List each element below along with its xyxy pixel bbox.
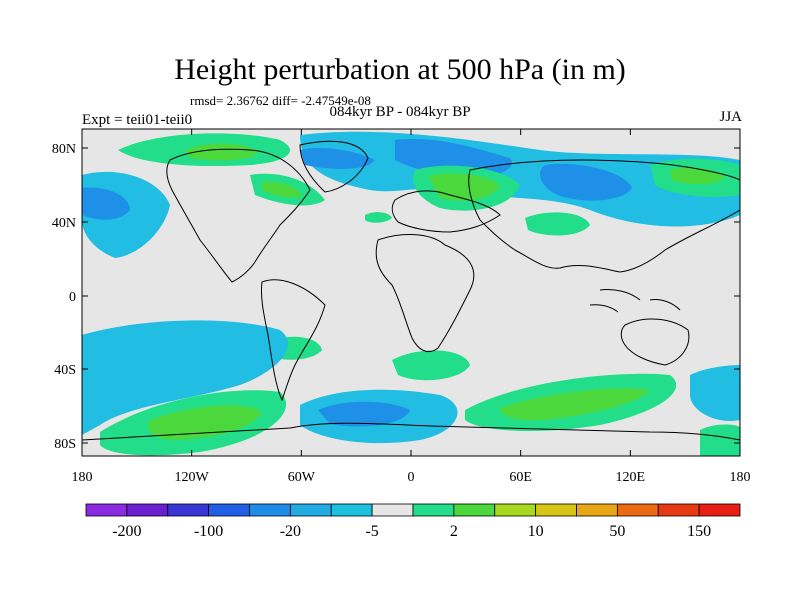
- colorbar-label: 2: [450, 523, 458, 540]
- lon-tick-label: 180: [72, 470, 93, 485]
- contour-fill: [392, 350, 470, 381]
- colorbar-swatch: [657, 503, 700, 517]
- plot-title: Height perturbation at 500 hPa (in m): [174, 53, 626, 86]
- colorbar-label: 10: [528, 523, 544, 540]
- lon-tick-label: 60E: [509, 470, 532, 485]
- season-label: JJA: [719, 109, 742, 125]
- colorbar-label: -20: [280, 523, 301, 540]
- lat-tick-label: 80S: [54, 437, 76, 452]
- contour-fills: [82, 131, 740, 456]
- coastline-antarctica: [82, 422, 740, 441]
- contour-fill: [262, 181, 302, 198]
- colorbar-swatch: [371, 503, 414, 517]
- colorbar-swatch: [412, 503, 455, 517]
- colorbar-label: 50: [609, 523, 625, 540]
- contour-fill: [82, 187, 130, 220]
- lat-tick-label: 80N: [52, 142, 76, 157]
- lon-tick-label: 180: [730, 470, 751, 485]
- contour-fill: [690, 365, 740, 421]
- colorbar-swatch: [208, 503, 250, 517]
- colorbar-swatch: [616, 503, 659, 517]
- map-area: [82, 129, 740, 456]
- contour-fill: [82, 320, 288, 435]
- contour-fill: [185, 143, 258, 161]
- colorbar-swatch: [535, 503, 577, 517]
- lon-tick-label: 120E: [616, 470, 646, 485]
- contour-fill: [300, 148, 375, 169]
- coastline-north-america: [166, 148, 311, 283]
- lat-tick-label: 0: [69, 290, 76, 305]
- colorbar-swatch: [698, 503, 741, 517]
- colorbar-swatch: [576, 503, 618, 517]
- colorbar-swatch: [249, 503, 291, 517]
- lat-tick-label: 40S: [54, 363, 76, 378]
- coastline-south-america: [261, 279, 326, 402]
- coastline-islands: [589, 289, 681, 313]
- coastline-australia: [620, 318, 690, 366]
- contour-fill: [525, 212, 590, 236]
- lon-tick-label: 60W: [288, 470, 316, 485]
- stats-line: rmsd= 2.36762 diff= -2.47549e-08: [190, 93, 371, 108]
- colorbar-label: -5: [365, 523, 378, 540]
- plot-subtitle: 084kyr BP - 084kyr BP: [329, 104, 471, 120]
- colorbar-swatch: [167, 503, 210, 517]
- colorbar: -200 -100 -20 -5 2 10 50 150: [85, 503, 741, 540]
- coastline-africa: [375, 234, 475, 353]
- coastline-asia: [468, 159, 740, 273]
- colorbar-label: 150: [687, 523, 711, 540]
- coastline-europe: [391, 190, 501, 233]
- contour-fill: [318, 401, 410, 427]
- contour-fill: [500, 388, 650, 421]
- lon-tick-label: 120W: [175, 470, 210, 485]
- colorbar-swatch: [494, 503, 537, 517]
- experiment-label: Expt = teii01-teii0: [82, 112, 193, 128]
- colorbar-swatch: [330, 503, 373, 517]
- axis-ticks: 80N 40N 0 40S 80S 180 120W 60W 0 60E 120E 180: [52, 129, 751, 485]
- colorbar-swatch: [126, 503, 169, 517]
- colorbar-label: -100: [194, 523, 223, 540]
- contour-fill: [148, 405, 262, 440]
- coastlines: [82, 140, 740, 441]
- coastline-greenland: [299, 140, 369, 193]
- contour-fill: [700, 424, 740, 456]
- colorbar-label: -200: [112, 523, 141, 540]
- lon-tick-label: 0: [408, 470, 415, 485]
- lat-tick-label: 40N: [52, 216, 76, 231]
- colorbar-swatch: [85, 503, 128, 517]
- contour-fill: [540, 163, 632, 201]
- colorbar-swatch: [289, 503, 332, 517]
- contour-fill: [365, 212, 392, 223]
- colorbar-swatch: [453, 503, 496, 517]
